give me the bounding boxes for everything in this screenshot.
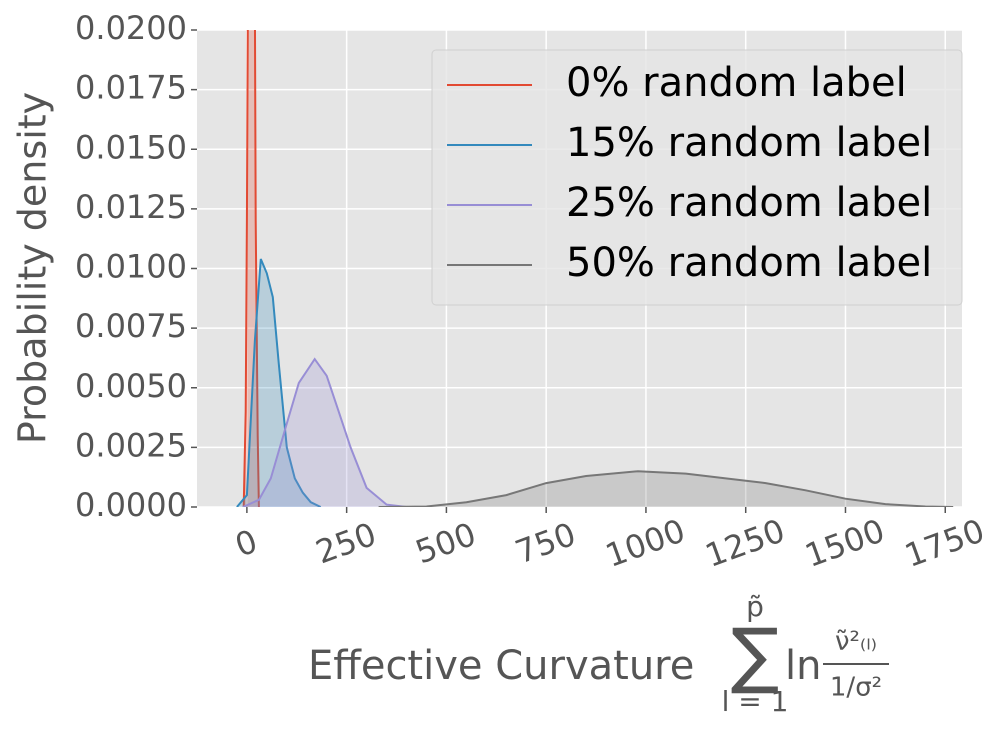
- density-line: [236, 258, 322, 507]
- density-area: [378, 471, 954, 507]
- y-tick-label: 0.0125: [75, 188, 187, 226]
- y-tick-label: 0.0150: [75, 128, 187, 166]
- x-tick-label: 750: [510, 515, 580, 572]
- density-area: [242, 359, 407, 507]
- math-operator: ∑: [731, 613, 780, 697]
- legend-label: 15% random label: [566, 120, 932, 166]
- legend-label: 25% random label: [566, 180, 932, 226]
- x-tick-label: 1000: [600, 511, 690, 575]
- x-tick-label: 1250: [700, 511, 790, 575]
- density-line: [242, 357, 407, 507]
- x-tick-label: 500: [411, 515, 481, 572]
- math-numerator: ν̃²₍ₗ₎: [835, 627, 877, 657]
- x-tick-label: 250: [311, 515, 381, 572]
- y-tick-label: 0.0050: [75, 367, 187, 405]
- x-tick-label: 0: [230, 522, 262, 565]
- y-tick-label: 0.0175: [75, 69, 187, 107]
- y-tick-label: 0.0100: [75, 248, 187, 286]
- y-tick-label: 0.0000: [75, 486, 187, 524]
- density-line: [242, 30, 260, 507]
- legend: 0% random label 15% random label 25% rando…: [431, 49, 963, 306]
- legend-box: [431, 49, 963, 306]
- math-upper: p̃: [746, 590, 764, 623]
- x-axis-label: Effective Curvature: [308, 643, 694, 689]
- y-tick-label: 0.0075: [75, 307, 187, 345]
- marks: [236, 30, 954, 507]
- y-tick-label: 0.0025: [75, 426, 187, 464]
- math-denominator: 1/σ²: [830, 673, 882, 703]
- density-area: [236, 259, 321, 507]
- math-lower: l = 1: [722, 685, 789, 718]
- legend-label: 50% random label: [566, 240, 932, 286]
- math-function: ln: [785, 643, 821, 689]
- x-tick-label: 1750: [900, 511, 990, 575]
- legend-label: 0% random label: [566, 60, 907, 106]
- y-axis-label: Probability density: [11, 92, 55, 444]
- density-line: [378, 470, 954, 507]
- x-tick-label: 1500: [800, 511, 890, 575]
- y-tick-label: 0.0200: [75, 9, 187, 47]
